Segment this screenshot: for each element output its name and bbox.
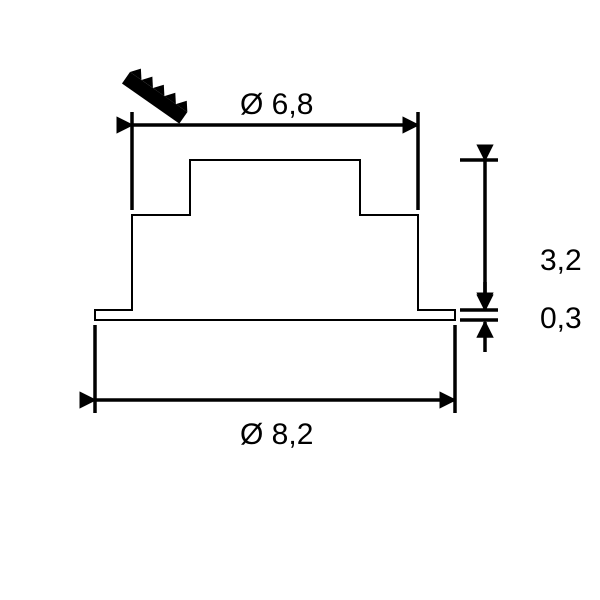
dim-outer-diameter: Ø 8,2 [95,325,455,451]
dim-body-height: 3,2 [460,160,582,310]
dimension-diagram: Ø 6,8 Ø 8,2 3,2 0,3 [0,0,600,600]
dim-flange-thickness: 0,3 [460,282,582,352]
fixture-outline [95,160,455,320]
dim-body-height-label: 3,2 [540,244,582,277]
dim-flange-thick-label: 0,3 [540,302,582,335]
dim-cutout-label: Ø 6,8 [240,88,313,121]
dim-outer-label: Ø 8,2 [240,418,313,451]
